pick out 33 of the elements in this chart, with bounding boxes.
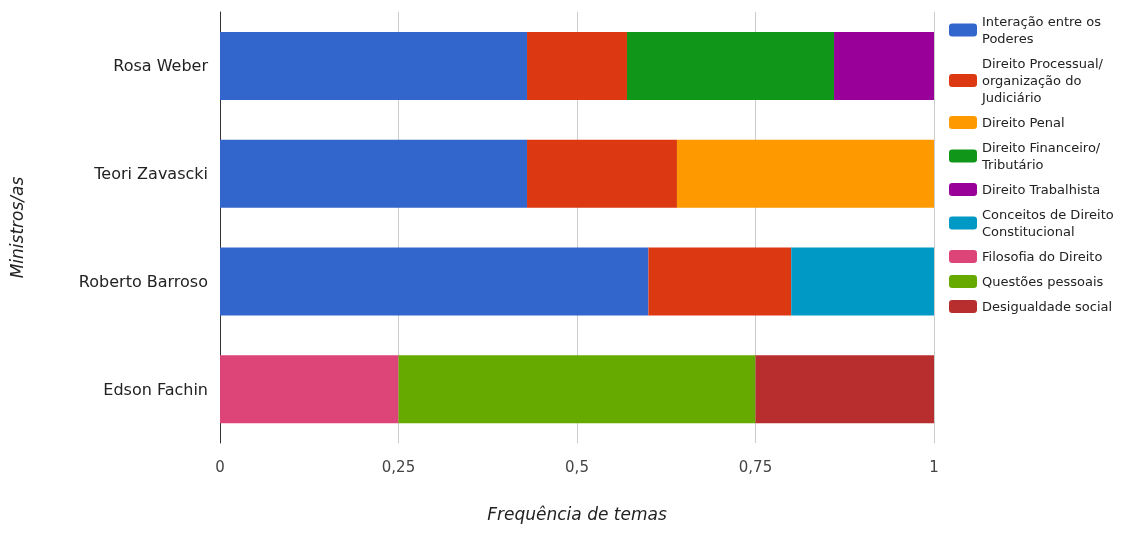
legend-label: Direito Processual/ organização do Judiciário xyxy=(981,56,1108,105)
legend-label: Direito Trabalhista xyxy=(982,182,1101,197)
bar xyxy=(791,247,934,316)
bar xyxy=(220,355,399,424)
x-axis-title: Frequência de temas xyxy=(487,503,667,524)
bar xyxy=(648,247,792,316)
x-tick-label: 0 xyxy=(215,457,225,476)
x-tick-label: 0,75 xyxy=(738,457,773,476)
legend-label: Filosofia do Direito xyxy=(982,249,1103,264)
legend-label: Interação entre os Poderes xyxy=(982,14,1106,46)
legend-label: Questões pessoais xyxy=(982,274,1104,289)
bar xyxy=(220,247,649,316)
y-tick-label: Rosa Weber xyxy=(113,56,209,76)
x-tick-label: 0,25 xyxy=(381,457,416,476)
legend-label: Direito Penal xyxy=(982,115,1065,130)
y-tick-label: Edson Fachin xyxy=(103,379,208,399)
x-tick-label: 1 xyxy=(929,457,939,476)
bar xyxy=(398,355,756,424)
bar xyxy=(527,31,627,100)
bar xyxy=(527,139,677,208)
bar xyxy=(626,31,835,100)
y-tick-label: Roberto Barroso xyxy=(78,271,208,291)
legend-label: Desigualdade social xyxy=(982,299,1113,314)
bar xyxy=(220,139,528,208)
x-tick-label: 0,5 xyxy=(565,457,589,476)
bar xyxy=(220,31,528,100)
legend-label: Direito Financeiro/ Tributário xyxy=(981,140,1105,172)
bar xyxy=(676,139,934,208)
bar xyxy=(834,31,934,100)
legend-label: Conceitos de Direito Constitucional xyxy=(982,207,1118,239)
bar xyxy=(755,355,934,424)
y-tick-label: Teori Zavascki xyxy=(93,164,208,184)
y-axis-title: Ministros/as xyxy=(6,176,27,279)
